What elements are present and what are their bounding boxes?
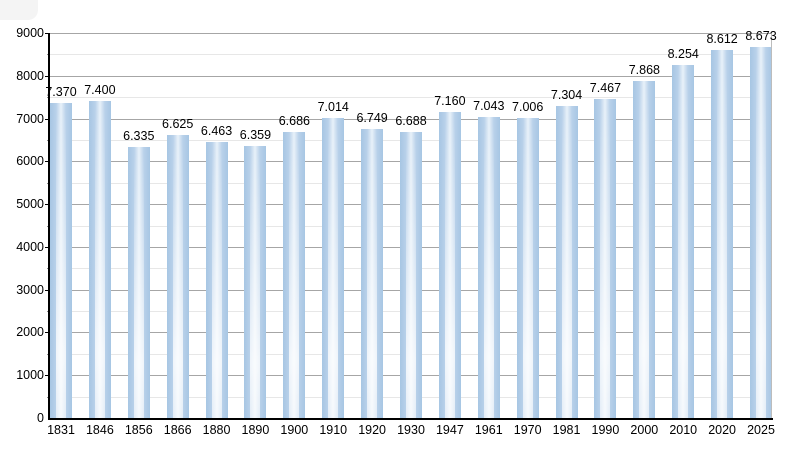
y-axis-label: 5000 (16, 197, 44, 212)
y-tick-major (45, 161, 50, 163)
y-tick-major (45, 118, 50, 120)
y-axis-label: 2000 (16, 325, 44, 340)
bar-value-label: 7.014 (317, 99, 349, 114)
y-axis-label: 7000 (16, 111, 44, 126)
y-axis-label: 0 (37, 411, 44, 425)
bar-value-label: 6.335 (123, 129, 155, 143)
bar-value-label: 7.304 (550, 87, 583, 102)
bar (166, 134, 189, 418)
gridline-minor (50, 97, 772, 99)
bar (244, 145, 267, 418)
bar-value-label: 7.006 (512, 100, 544, 115)
bar (555, 105, 578, 418)
corner-artifact (0, 0, 38, 20)
bar-value-label: 8.673 (745, 28, 777, 43)
bar (205, 141, 228, 418)
bar-value-label: 7.868 (628, 63, 660, 78)
gridline-major (50, 118, 772, 120)
x-axis-label: 1981 (552, 423, 581, 437)
x-axis-label: 2010 (669, 423, 698, 437)
bar (750, 46, 772, 418)
x-axis-label: 1910 (319, 423, 348, 437)
gridline-major (50, 75, 772, 77)
bar (127, 147, 150, 418)
x-axis-label: 1890 (241, 423, 270, 437)
y-tick-major (45, 289, 50, 291)
bar (50, 102, 72, 418)
y-axis-label: 8000 (16, 68, 44, 83)
bar (283, 131, 306, 418)
bar-value-label: 8.612 (706, 31, 738, 46)
bar-value-label: 7.160 (434, 93, 466, 108)
y-axis-line (48, 33, 50, 420)
x-axis-label: 2000 (630, 423, 659, 437)
x-axis-label: 1846 (85, 423, 114, 437)
x-axis-label: 1947 (435, 423, 464, 437)
x-axis-label: 1856 (124, 423, 153, 437)
x-axis-label: 1831 (47, 423, 75, 437)
x-axis-label: 2020 (708, 423, 737, 437)
plot-right-border (771, 33, 772, 418)
bar-value-label: 6.359 (239, 127, 272, 142)
x-axis-label: 1920 (358, 423, 387, 437)
y-tick-major (45, 246, 50, 248)
y-axis-label: 1000 (16, 368, 44, 383)
x-axis-label: 2025 (747, 423, 775, 437)
bar-value-label: 7.043 (473, 98, 505, 113)
bar (438, 111, 461, 418)
bar-value-label: 7.370 (45, 84, 77, 99)
bar (322, 117, 345, 418)
bar (516, 118, 539, 418)
gridline-major (50, 33, 772, 34)
y-tick-major (45, 204, 50, 206)
x-axis-label: 1866 (163, 423, 192, 437)
x-axis-label: 1900 (280, 423, 309, 437)
bar (361, 129, 384, 418)
bar-value-label: 6.688 (395, 113, 427, 128)
y-tick-major (45, 332, 50, 334)
gridline-minor (50, 54, 772, 56)
bar-value-label: 6.463 (200, 123, 233, 138)
bar-value-label: 6.625 (162, 116, 194, 131)
bar (400, 131, 422, 418)
y-tick-major (45, 375, 50, 377)
y-axis-label: 3000 (16, 282, 44, 297)
bar (88, 101, 111, 418)
x-axis-label: 1990 (591, 423, 620, 437)
bar (477, 116, 500, 418)
bar-value-label: 8.254 (667, 46, 699, 61)
x-axis-label: 1970 (513, 423, 542, 437)
bar-value-label: 6.749 (356, 111, 388, 126)
bar (672, 64, 695, 418)
y-axis-label: 4000 (16, 239, 44, 254)
bar (594, 98, 617, 418)
bar-value-label: 7.467 (589, 80, 622, 95)
x-axis-line (48, 418, 773, 420)
x-axis-label: 1880 (202, 423, 231, 437)
x-axis-label: 1961 (474, 423, 503, 437)
y-tick-major (45, 33, 50, 34)
y-axis-label: 6000 (16, 154, 44, 169)
y-tick-major (45, 75, 50, 77)
x-axis-label: 1930 (397, 423, 425, 437)
bar-value-label: 6.686 (278, 113, 310, 128)
bar (711, 49, 734, 418)
bar (633, 81, 656, 418)
bar-value-label: 7.400 (84, 83, 116, 98)
y-axis-label: 9000 (16, 26, 44, 40)
